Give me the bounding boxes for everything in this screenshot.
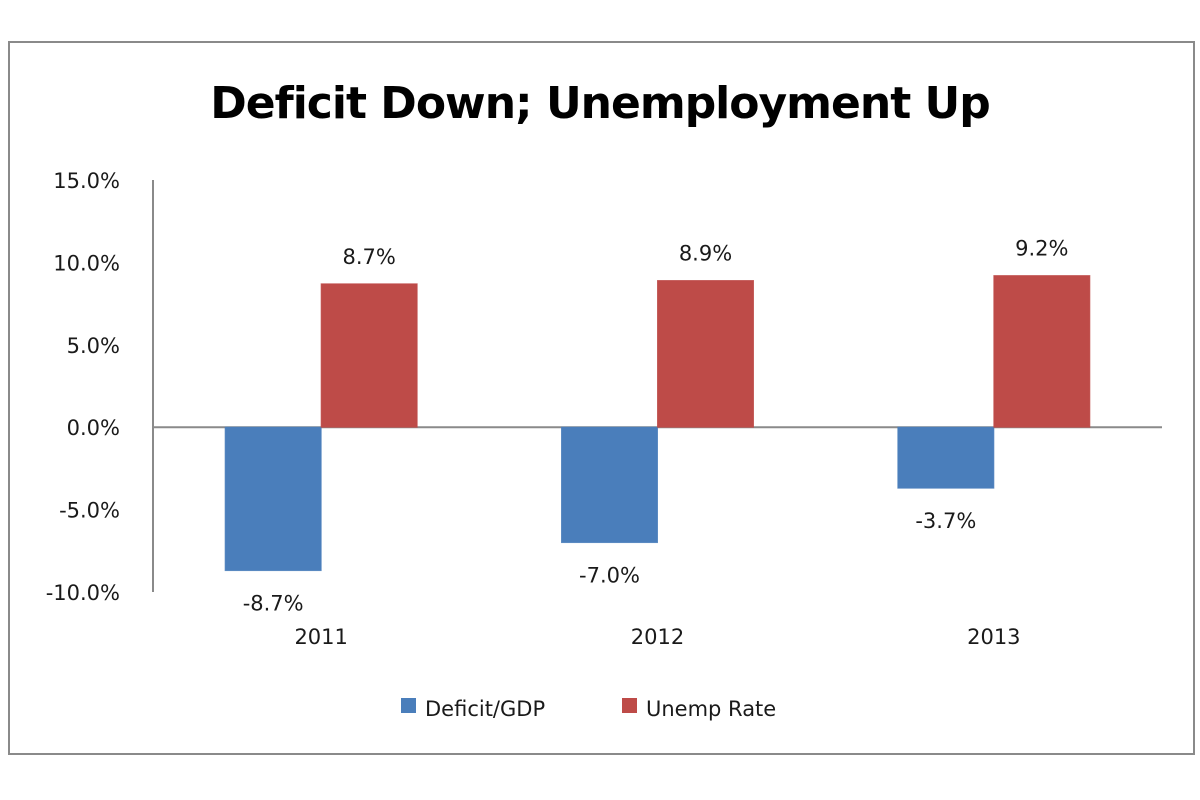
- bar-deficit-gdp-2013: [897, 426, 995, 489]
- bar-deficit-gdp-2011: [224, 426, 322, 572]
- bar-deficit-gdp-2012: [561, 426, 658, 544]
- data-label: 8.9%: [679, 242, 732, 266]
- y-tick-label: 10.0%: [53, 251, 120, 275]
- data-label: -8.7%: [243, 592, 304, 616]
- x-tick-label: 2011: [294, 625, 347, 649]
- bar-unemp-rate-2012: [657, 280, 754, 428]
- chart-title: Deficit Down; Unemployment Up: [210, 78, 991, 129]
- y-tick-label: 5.0%: [67, 334, 120, 358]
- legend: Deficit/GDP Unemp Rate: [401, 697, 776, 721]
- x-tick-label: 2013: [967, 625, 1020, 649]
- data-labels: -8.7% 8.7% -7.0% 8.9% -3.7% 9.2%: [243, 237, 1069, 616]
- data-label: -3.7%: [915, 509, 976, 533]
- data-label: 9.2%: [1015, 237, 1068, 261]
- bar-unemp-rate-2013: [993, 275, 1091, 428]
- y-tick-label: 0.0%: [67, 416, 120, 440]
- bar-unemp-rate-2011: [320, 283, 418, 428]
- y-tick-label: -10.0%: [46, 581, 120, 605]
- y-tick-label: -5.0%: [59, 499, 120, 523]
- data-label: 8.7%: [342, 245, 395, 269]
- legend-swatch: [401, 698, 416, 713]
- y-tick-labels: 15.0% 10.0% 5.0% 0.0% -5.0% -10.0%: [46, 169, 120, 605]
- legend-swatch: [622, 698, 637, 713]
- x-tick-label: 2012: [631, 625, 684, 649]
- category-labels: 2011 2012 2013: [294, 625, 1020, 649]
- y-tick-label: 15.0%: [53, 169, 120, 193]
- legend-label: Deficit/GDP: [425, 697, 545, 721]
- legend-label: Unemp Rate: [646, 697, 776, 721]
- data-label: -7.0%: [579, 564, 640, 588]
- bars: [224, 275, 1091, 572]
